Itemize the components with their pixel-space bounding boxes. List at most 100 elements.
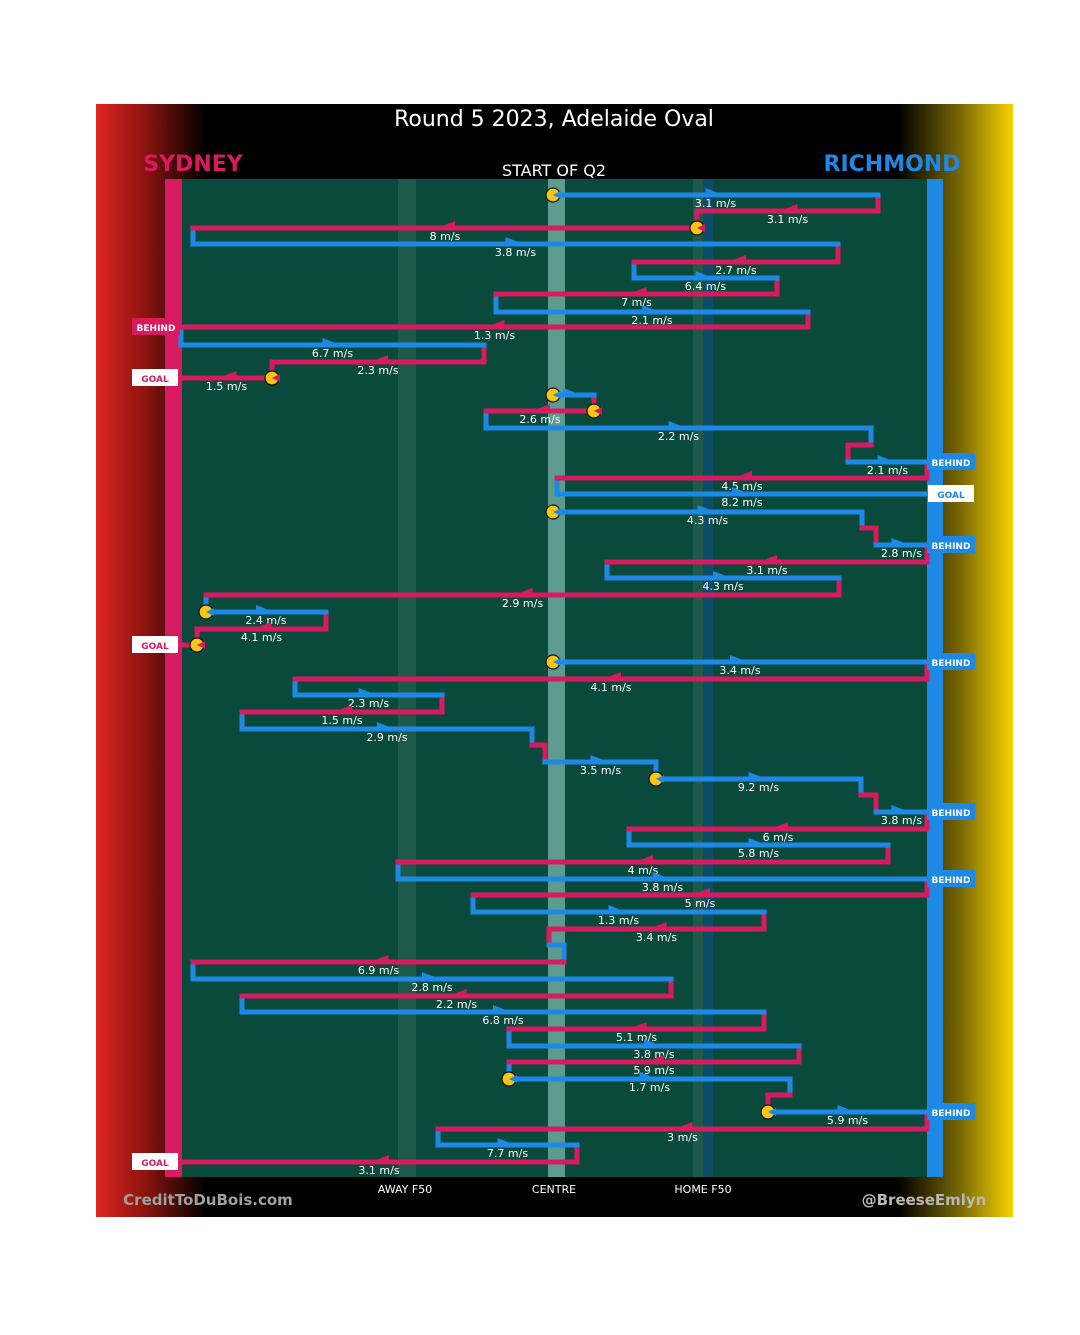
speed-label: 2.1 m/s [631, 314, 672, 327]
richmond-goal-line [927, 179, 943, 1177]
speed-label: 2.9 m/s [502, 597, 543, 610]
stoppage-marker [545, 654, 561, 670]
stoppage-marker [689, 220, 705, 236]
direction-arrow [603, 672, 621, 681]
svg-text:GOAL: GOAL [141, 642, 169, 652]
stoppage-marker [648, 771, 664, 787]
speed-label: 1.5 m/s [206, 380, 247, 393]
direction-arrow [668, 421, 687, 430]
direction-arrow [697, 505, 716, 514]
direction-arrow [514, 588, 533, 597]
quarter-label: START OF Q2 [502, 161, 606, 180]
speed-label: 3.1 m/s [746, 564, 787, 577]
direction-arrow [370, 355, 388, 364]
direction-arrow [728, 255, 746, 264]
stoppage-marker [198, 604, 214, 620]
direction-arrow [532, 404, 550, 413]
speed-label: 7.7 m/s [487, 1147, 528, 1160]
direction-arrow [371, 1155, 389, 1164]
speed-label: 2.3 m/s [348, 697, 389, 710]
behind-badge: BEHIND [927, 453, 975, 470]
speed-label: 2.2 m/s [436, 998, 477, 1011]
speed-label: 3.8 m/s [495, 246, 536, 259]
speed-label: 6.8 m/s [482, 1014, 523, 1027]
stoppage-marker [545, 387, 561, 403]
direction-arrow [770, 822, 788, 831]
direction-arrow [358, 688, 377, 697]
speed-label: 1.3 m/s [474, 329, 515, 342]
speed-label: 3.5 m/s [580, 764, 621, 777]
svg-text:GOAL: GOAL [141, 1159, 169, 1169]
direction-arrow [713, 571, 731, 580]
direction-arrow [652, 872, 671, 881]
x-tick-home-f50: HOME F50 [674, 1183, 731, 1196]
chart-title: Round 5 2023, Adelaide Oval [394, 107, 714, 132]
sydney-team-label: SYDNEY [143, 152, 243, 177]
speed-label: 3.1 m/s [695, 197, 736, 210]
direction-arrow [748, 772, 767, 781]
result-markers: BEHIND GOAL BEHIND GOAL BEHIND GOAL BEHIND BEHI… [132, 187, 975, 1170]
behind-badge: BEHIND [927, 1103, 975, 1120]
kick-segments: 3.1 m/s 3.1 m/s 8 m/s 3.8 m/s 2.7 m/s 6.4 m/s… [178, 188, 930, 1177]
goal-badge: GOAL [132, 636, 178, 653]
direction-arrow [891, 538, 910, 547]
direction-arrow [877, 455, 896, 464]
speed-label: 6.7 m/s [312, 347, 353, 360]
svg-text:BEHIND: BEHIND [137, 324, 176, 334]
speed-label: 2.4 m/s [245, 614, 286, 627]
direction-arrow [642, 305, 660, 314]
direction-arrow [646, 1055, 664, 1064]
speed-label: 2.3 m/s [357, 364, 398, 377]
speed-label: 3.8 m/s [633, 1048, 674, 1061]
direction-arrow [674, 1122, 693, 1131]
direction-arrow [590, 755, 609, 764]
speed-label: 1.5 m/s [321, 714, 362, 727]
direction-arrow [218, 371, 237, 380]
svg-text:BEHIND: BEHIND [932, 659, 971, 669]
direction-arrow [493, 1005, 511, 1014]
direction-arrow [422, 972, 440, 981]
stoppage-marker [501, 1071, 517, 1087]
svg-text:GOAL: GOAL [937, 491, 965, 501]
direction-arrow [635, 855, 653, 864]
speed-label: 5.9 m/s [827, 1114, 868, 1127]
direction-arrow [253, 622, 272, 631]
direction-arrow [705, 188, 724, 197]
stoppage-marker [545, 187, 561, 203]
speed-label: 4.1 m/s [590, 681, 631, 694]
svg-text:BEHIND: BEHIND [932, 1109, 971, 1119]
direction-arrow [437, 221, 455, 230]
direction-arrow [779, 204, 798, 213]
direction-arrow [695, 271, 714, 280]
behind-badge: BEHIND [132, 318, 180, 335]
speed-label: 4.1 m/s [241, 631, 282, 644]
direction-arrow [256, 605, 274, 614]
speed-label: 3 m/s [667, 1131, 698, 1144]
speed-label: 4.3 m/s [687, 514, 728, 527]
speed-label: 2.9 m/s [366, 731, 407, 744]
direction-arrow [563, 388, 582, 397]
stoppage-marker [545, 504, 561, 520]
speed-label: 2.2 m/s [658, 430, 699, 443]
stoppage-marker [189, 637, 205, 653]
direction-arrow [730, 655, 748, 664]
speed-label: 3.1 m/s [767, 213, 808, 226]
direction-arrow [370, 955, 389, 964]
speed-label: 1.7 m/s [629, 1081, 670, 1094]
behind-badge: BEHIND [927, 653, 975, 670]
speed-label: 3.1 m/s [358, 1164, 399, 1177]
speed-label: 3.4 m/s [719, 664, 760, 677]
speed-label: 2.1 m/s [867, 464, 908, 477]
speed-label: 6 m/s [763, 831, 794, 844]
direction-arrow [486, 320, 505, 329]
speed-label: 8 m/s [430, 230, 461, 243]
speed-label: 3.4 m/s [636, 931, 677, 944]
speed-label: 2.8 m/s [411, 981, 452, 994]
direction-arrow [639, 1072, 658, 1081]
speed-label: 3.8 m/s [881, 814, 922, 827]
direction-arrow [377, 722, 395, 731]
speed-label: 7 m/s [621, 296, 652, 309]
stoppage-marker [760, 1104, 776, 1120]
speed-label: 2.8 m/s [881, 547, 922, 560]
